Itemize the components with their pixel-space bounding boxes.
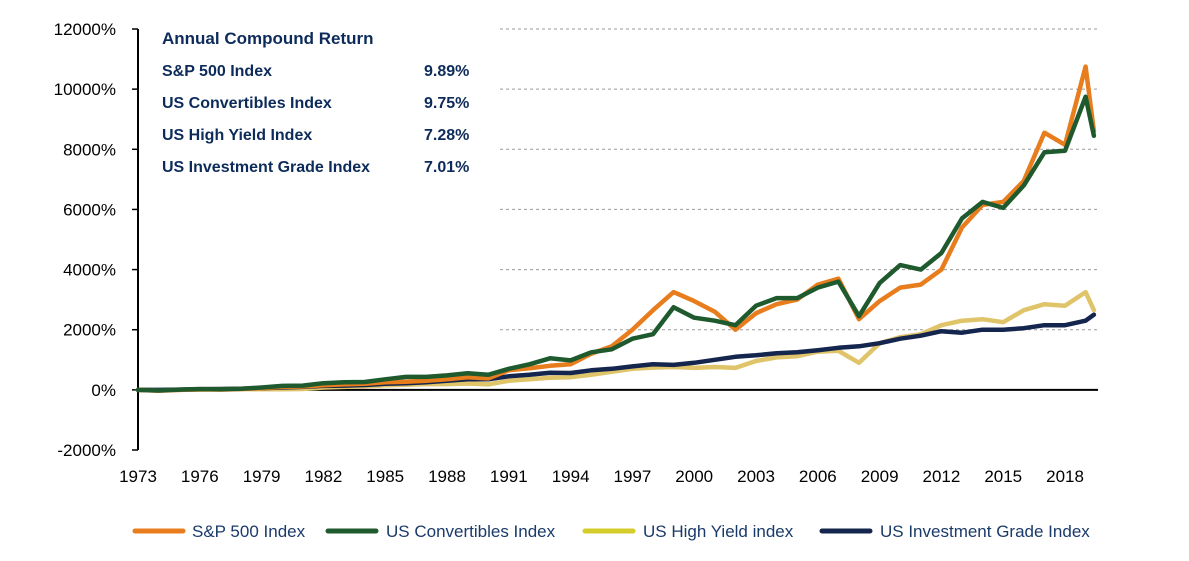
y-tick-label: 4000% [63,261,116,280]
y-tick-label: 2000% [63,321,116,340]
series-line-3 [135,312,1097,393]
x-tick-label: 2003 [737,467,775,486]
annotation-row-value: 7.28% [424,127,469,144]
legend-label: US Convertibles Index [386,522,556,541]
x-tick-label: 1997 [614,467,652,486]
x-tick-label: 1988 [428,467,466,486]
x-tick-label: 1982 [304,467,342,486]
series-line-0 [135,64,1097,394]
y-tick-label: 6000% [63,200,116,219]
annotation-row-value: 9.89% [424,63,469,80]
x-tick-label: 2015 [984,467,1022,486]
annotation-row-value: 9.75% [424,95,469,112]
annotation-title: Annual Compound Return [162,29,374,48]
y-tick-label: -2000% [57,441,116,460]
x-tick-label: 1985 [366,467,404,486]
grid-lines [500,28,1098,331]
legend-label: US Investment Grade Index [880,522,1090,541]
annotation-row-value: 7.01% [424,159,469,176]
x-tick-label: 1994 [552,467,590,486]
legend: S&P 500 Index US Convertibles Index US Hig… [132,522,1090,541]
annotation-row-label: US Investment Grade Index [162,159,370,176]
y-tick-label: 0% [91,381,116,400]
x-tick-label: 2012 [923,467,961,486]
x-tick-label: 2006 [799,467,837,486]
annual-compound-return-box: Annual Compound Return S&P 500 Index 9.8… [162,29,469,176]
y-axis-tick-labels: -2000% 0% 2000% 4000% 6000% 8000% 10000% 12000% [54,20,116,460]
x-tick-label: 1973 [119,467,157,486]
y-tick-label: 8000% [63,140,116,159]
series-line-1 [135,94,1097,393]
annotation-row-label: US High Yield Index [162,127,312,144]
x-tick-label: 2000 [675,467,713,486]
x-tick-label: 1979 [243,467,281,486]
x-tick-label: 1976 [181,467,219,486]
x-tick-label: 2009 [861,467,899,486]
x-axis-tick-labels: 1973 1976 1979 1982 1985 1988 1991 1994 1997 2000… [119,467,1084,486]
x-tick-label: 1991 [490,467,528,486]
annotation-row-label: US Convertibles Index [162,95,332,112]
annotation-row-label: S&P 500 Index [162,63,272,80]
y-tick-label: 10000% [54,80,116,99]
legend-label: US High Yield index [643,522,794,541]
y-tick-label: 12000% [54,20,116,39]
x-tick-label: 2018 [1046,467,1084,486]
legend-label: S&P 500 Index [192,522,306,541]
series-lines [135,64,1097,394]
